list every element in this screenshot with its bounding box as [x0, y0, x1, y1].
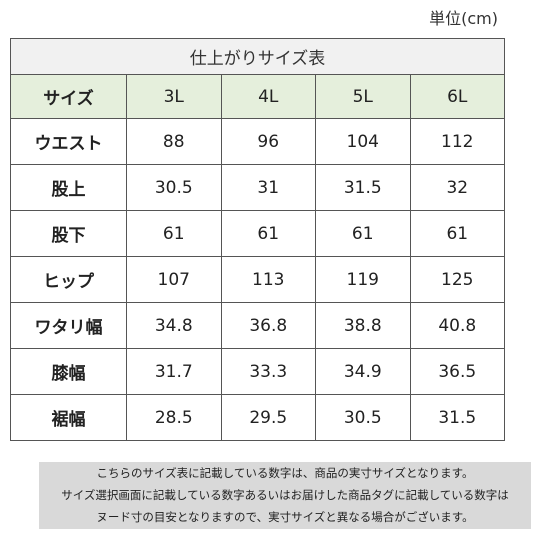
table-title-row: 仕上がりサイズ表	[9, 38, 506, 75]
table-cell: 88	[126, 118, 222, 165]
table-cell: 40.8	[409, 302, 506, 349]
row-label: ヒップ	[10, 256, 127, 303]
table-cell: 61	[315, 210, 411, 257]
table-cell: 31.5	[315, 164, 411, 211]
table-cell: 31.5	[409, 394, 506, 441]
row-label: 裾幅	[10, 394, 127, 441]
header-3l: 3L	[126, 74, 222, 119]
table-cell: 61	[409, 210, 506, 257]
header-6l: 6L	[409, 74, 506, 119]
table-cell: 31	[220, 164, 316, 211]
table-cell: 30.5	[315, 394, 411, 441]
table-title: 仕上がりサイズ表	[9, 38, 506, 75]
table-cell: 125	[409, 256, 506, 303]
header-size: サイズ	[10, 74, 127, 119]
table-cell: 96	[220, 118, 316, 165]
measurement-note: こちらのサイズ表に記載している数字は、商品の実寸サイズとなります。 サイズ選択画…	[39, 462, 531, 529]
unit-label: 単位(cm)	[429, 9, 498, 28]
table-cell: 119	[315, 256, 411, 303]
row-label: 股下	[10, 210, 127, 257]
table-cell: 34.8	[126, 302, 222, 349]
table-row: ウエスト 88 96 104 112	[10, 118, 506, 165]
header-5l: 5L	[315, 74, 411, 119]
table-cell: 32	[409, 164, 506, 211]
table-row: 膝幅 31.7 33.3 34.9 36.5	[10, 348, 506, 395]
table-row: 股下 61 61 61 61	[10, 210, 506, 257]
table-cell: 113	[220, 256, 316, 303]
table-row: 裾幅 28.5 29.5 30.5 31.5	[10, 394, 506, 441]
row-label: ワタリ幅	[10, 302, 127, 349]
row-label: 股上	[10, 164, 127, 211]
table-cell: 28.5	[126, 394, 222, 441]
table-row: 股上 30.5 31 31.5 32	[10, 164, 506, 211]
note-line: こちらのサイズ表に記載している数字は、商品の実寸サイズとなります。	[96, 466, 474, 480]
table-cell: 29.5	[220, 394, 316, 441]
table-cell: 36.5	[409, 348, 506, 395]
table-cell: 36.8	[220, 302, 316, 349]
note-line: サイズ選択画面に記載している数字あるいはお届けした商品タグに記載している数字は	[61, 488, 509, 502]
table-header-row: サイズ 3L 4L 5L 6L	[10, 74, 506, 119]
table-cell: 34.9	[315, 348, 411, 395]
size-table: 仕上がりサイズ表 サイズ 3L 4L 5L 6L ウエスト 88 96 104 …	[9, 38, 506, 441]
table-cell: 33.3	[220, 348, 316, 395]
header-4l: 4L	[220, 74, 316, 119]
row-label: 膝幅	[10, 348, 127, 395]
table-row: ワタリ幅 34.8 36.8 38.8 40.8	[10, 302, 506, 349]
table-cell: 112	[409, 118, 506, 165]
note-line: ヌード寸の目安となりますので、実寸サイズと異なる場合がございます。	[96, 510, 474, 524]
table-cell: 30.5	[126, 164, 222, 211]
table-cell: 61	[126, 210, 222, 257]
table-cell: 31.7	[126, 348, 222, 395]
table-cell: 107	[126, 256, 222, 303]
table-row: ヒップ 107 113 119 125	[10, 256, 506, 303]
table-cell: 61	[220, 210, 316, 257]
table-cell: 104	[315, 118, 411, 165]
row-label: ウエスト	[10, 118, 127, 165]
table-cell: 38.8	[315, 302, 411, 349]
